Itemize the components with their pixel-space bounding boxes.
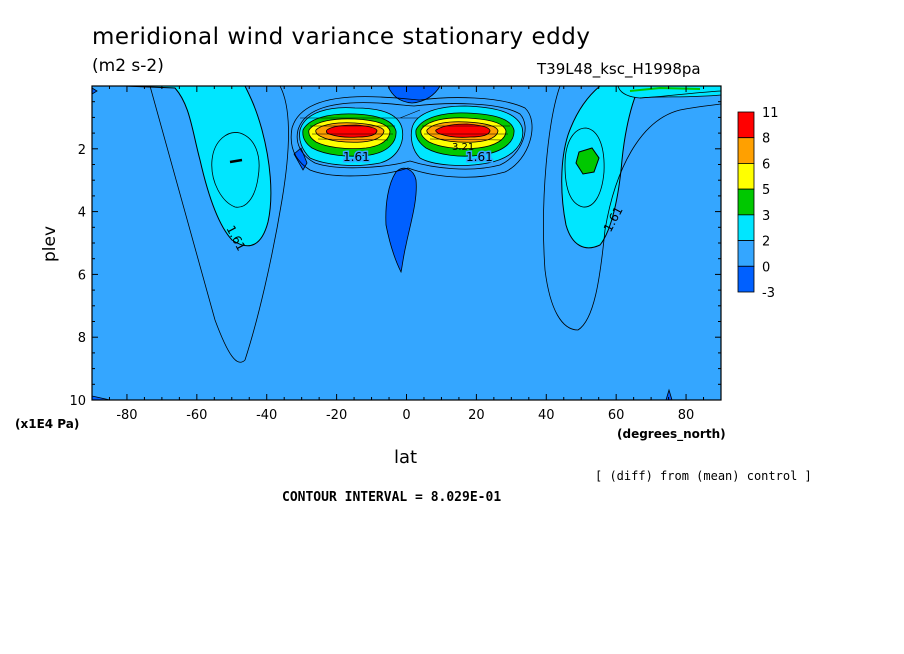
equatorial-minimum bbox=[385, 167, 417, 274]
top-left-notch bbox=[92, 87, 98, 95]
colorbar-swatch bbox=[737, 111, 755, 139]
x-tick-label: 80 bbox=[678, 408, 695, 423]
nh-green-patch bbox=[575, 147, 600, 175]
y-tick-label: 6 bbox=[78, 268, 86, 283]
sh-inner-contour bbox=[211, 132, 260, 208]
colorbar-swatch bbox=[737, 265, 755, 293]
bottom-right-spike bbox=[665, 388, 673, 400]
sh-jet bbox=[299, 107, 404, 166]
contour-interval: CONTOUR INTERVAL = 8.029E-01 bbox=[282, 490, 502, 505]
chart-title: meridional wind variance stationary eddy bbox=[92, 24, 591, 50]
x-tick-label: -20 bbox=[326, 408, 347, 423]
jet-outer-contours bbox=[290, 96, 533, 178]
contour-label: 1.61 bbox=[466, 150, 493, 164]
y-tick-label: 2 bbox=[78, 143, 86, 158]
x-tick-label: 40 bbox=[538, 408, 555, 423]
y-axis-unit: (x1E4 Pa) bbox=[15, 417, 79, 431]
colorbar-swatch bbox=[737, 240, 755, 267]
y-tick-label: 8 bbox=[78, 331, 86, 346]
polar-contours bbox=[639, 90, 721, 99]
contour-field bbox=[92, 86, 721, 400]
x-axis: -80 -60 -40 -20 0 20 40 60 80 bbox=[91, 86, 722, 423]
x-tick-label: 60 bbox=[608, 408, 625, 423]
experiment-name: T39L48_ksc_H1998pa bbox=[537, 60, 701, 78]
x-tick-label: 20 bbox=[468, 408, 485, 423]
sh-outer-contour bbox=[149, 86, 289, 363]
colorbar-label: 11 bbox=[762, 106, 779, 121]
y-axis: 2 4 6 8 10 bbox=[69, 85, 721, 409]
nh-inner-contour bbox=[564, 127, 605, 208]
y-axis-label: plev bbox=[40, 226, 60, 262]
colorbar-swatch bbox=[737, 163, 755, 190]
colorbar-swatch bbox=[737, 188, 755, 216]
colorbar-label: 2 bbox=[762, 235, 770, 250]
top-blue-notch bbox=[387, 86, 441, 104]
colorbar-swatch bbox=[737, 214, 755, 241]
colorbar: 11 8 6 5 3 2 0 -3 bbox=[737, 106, 779, 301]
colorbar-label: 3 bbox=[762, 209, 770, 224]
x-axis-unit: (degrees_north) bbox=[617, 427, 726, 442]
y-tick-label: 4 bbox=[78, 206, 86, 221]
x-tick-label: -40 bbox=[256, 408, 277, 423]
bottom-left-sliver bbox=[92, 395, 111, 400]
nh-cyan-lobe bbox=[561, 86, 641, 249]
chart-units: (m2 s-2) bbox=[92, 56, 164, 76]
x-tick-label: -80 bbox=[116, 408, 137, 423]
nh-jet bbox=[410, 105, 524, 166]
contour-label: 1.61 bbox=[343, 150, 370, 164]
sh-dark-tick bbox=[229, 158, 243, 164]
colorbar-label: -3 bbox=[762, 286, 775, 301]
x-tick-label: -60 bbox=[186, 408, 207, 423]
sh-cyan-lobe bbox=[124, 86, 272, 247]
y-tick-label: 10 bbox=[69, 394, 86, 409]
colorbar-label: 5 bbox=[762, 183, 770, 198]
small-blue-patch bbox=[293, 147, 308, 171]
polar-green-sliver bbox=[629, 86, 701, 92]
x-axis-label: lat bbox=[394, 447, 417, 468]
comparison-note: [ (diff) from (mean) control ] bbox=[595, 469, 812, 483]
colorbar-label: 8 bbox=[762, 132, 770, 147]
jet-inner-contours bbox=[296, 102, 526, 170]
colorbar-label: 6 bbox=[762, 157, 770, 172]
nh-outer-contour bbox=[543, 86, 721, 331]
x-tick-label: 0 bbox=[402, 408, 410, 423]
colorbar-label: 0 bbox=[762, 260, 770, 275]
jet-valley-contour bbox=[300, 109, 421, 119]
contour-label: 3.21 bbox=[452, 142, 474, 153]
colorbar-swatch bbox=[737, 137, 755, 164]
